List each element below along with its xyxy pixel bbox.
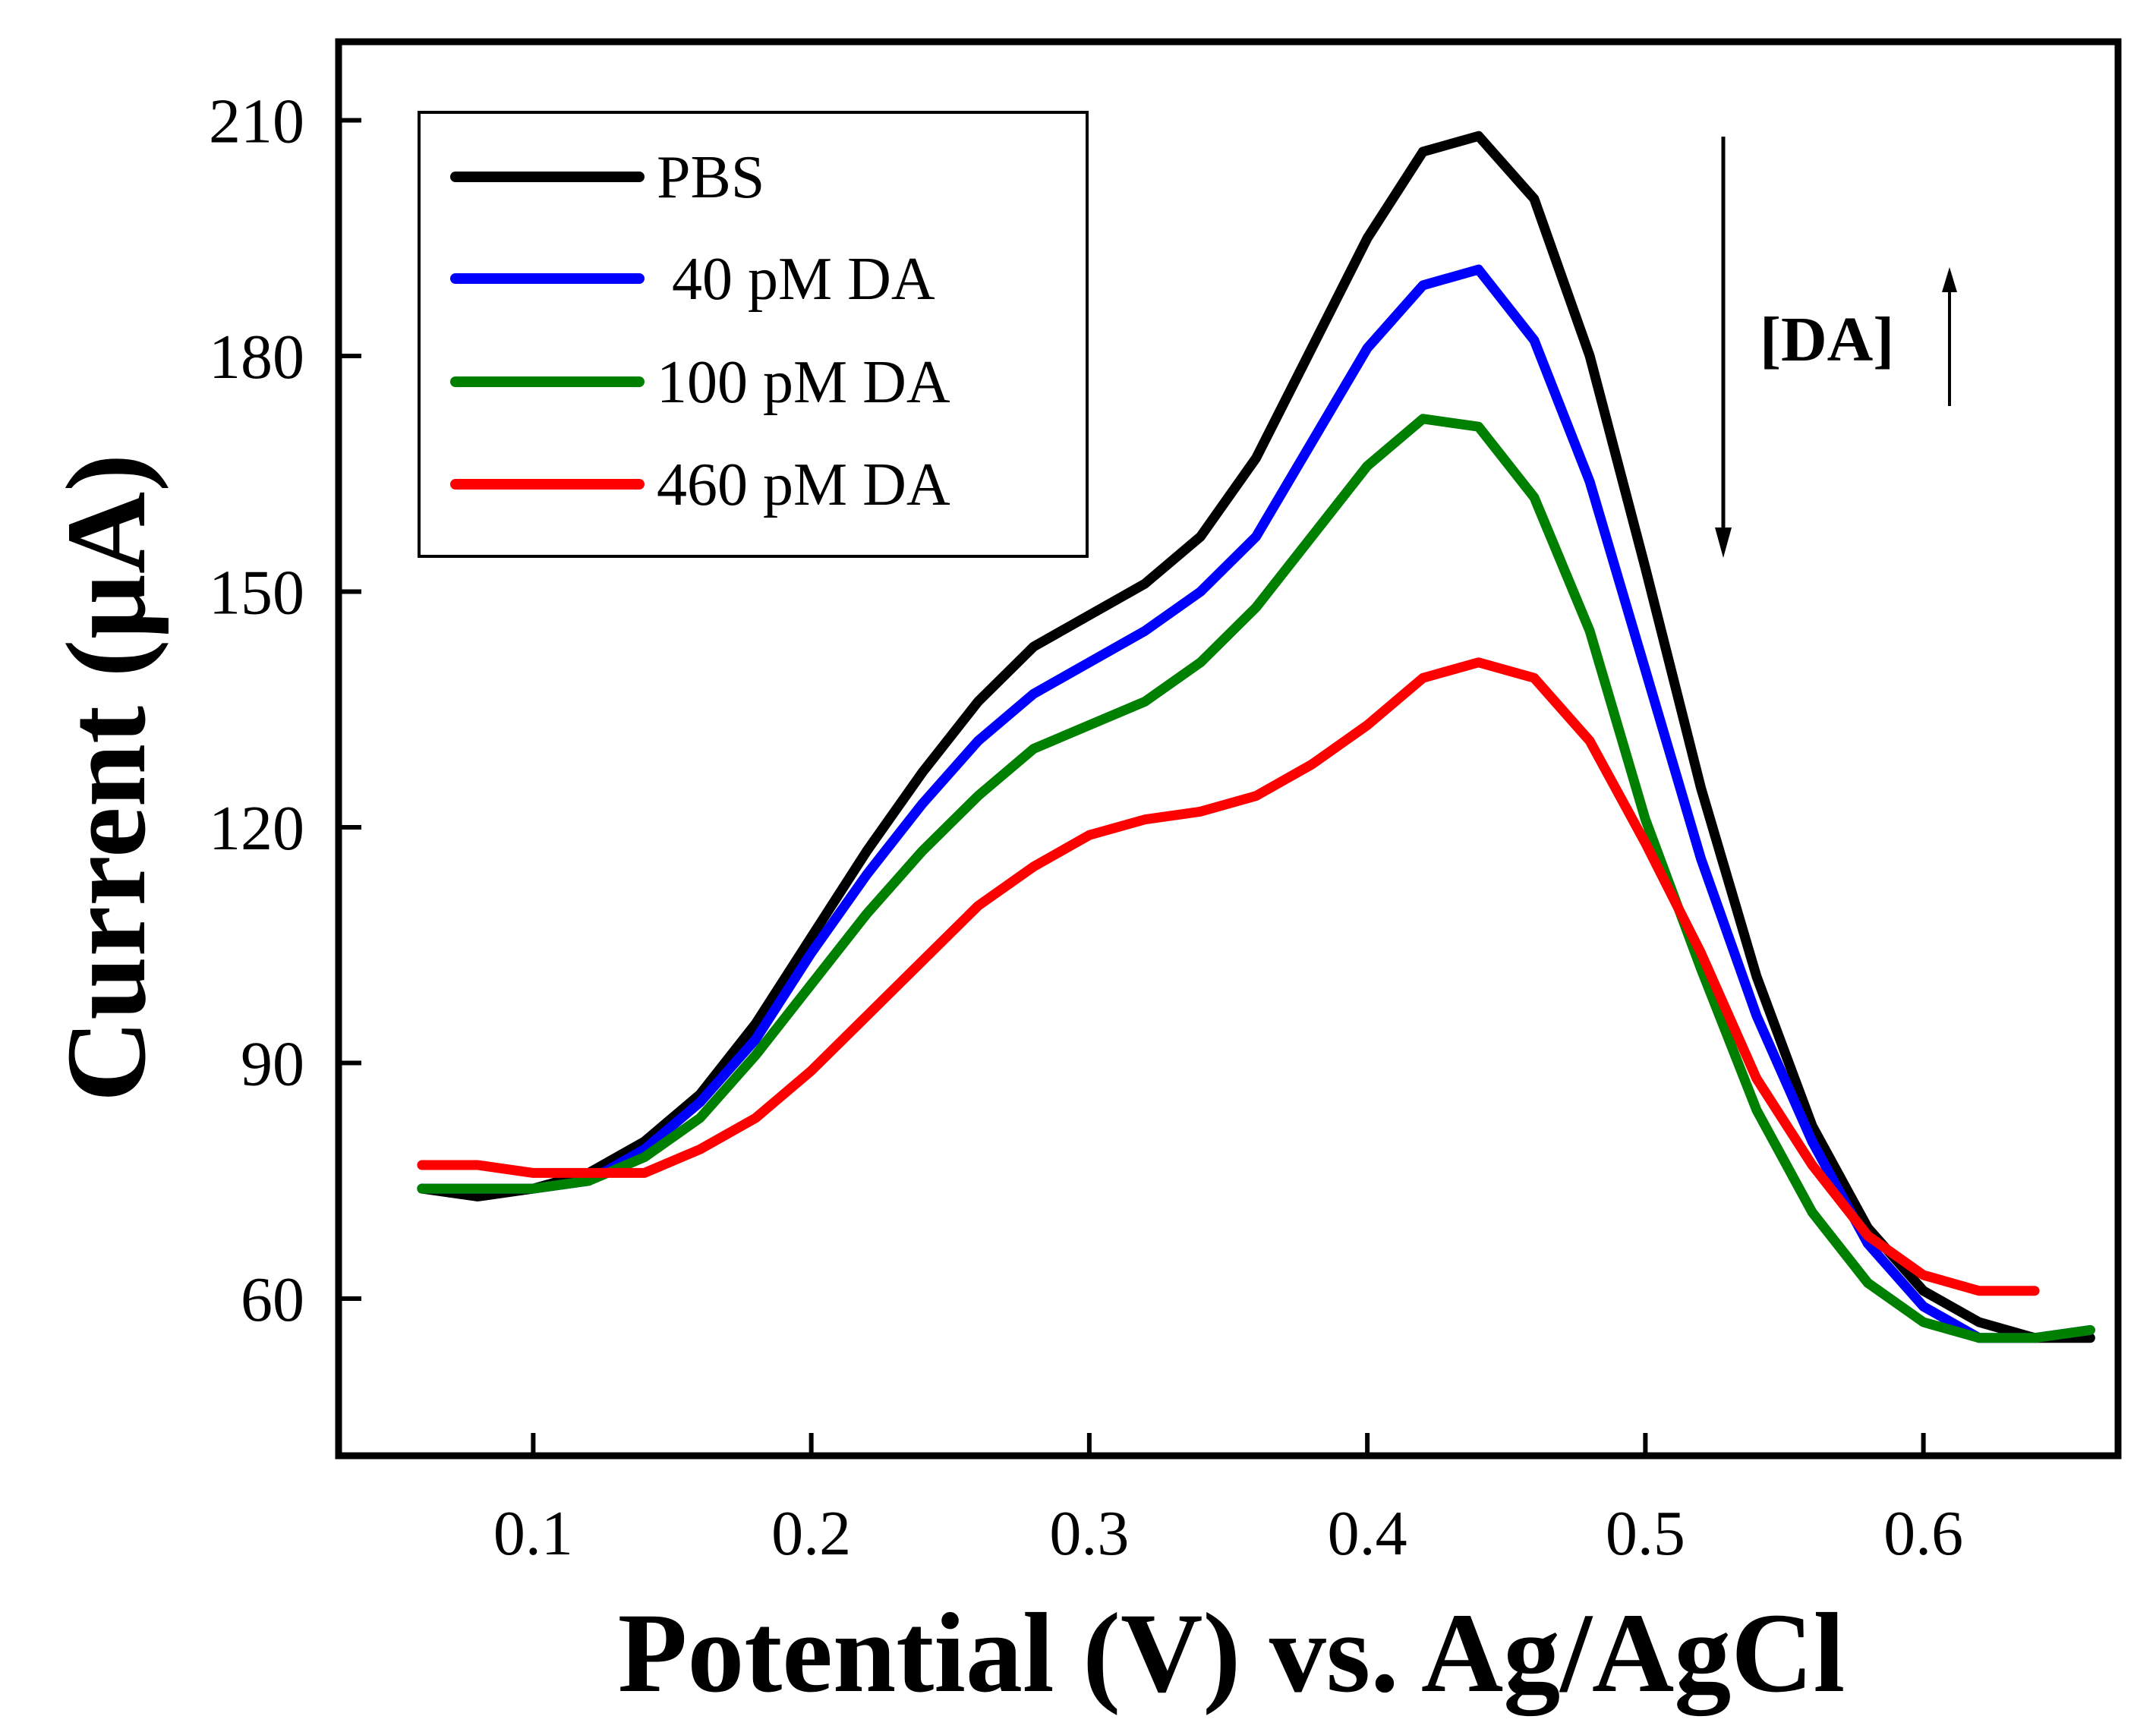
legend: PBS 40 pM DA 100 pM DA 460 pM DA	[418, 111, 1089, 558]
legend-label-1: 40 pM DA	[657, 246, 935, 313]
da-annotation: [DA]	[1715, 137, 1957, 558]
series-line-0	[417, 131, 2095, 1343]
legend-label-2: 100 pM DA	[657, 349, 950, 416]
legend-label-0: PBS	[657, 144, 764, 211]
series-line-1	[417, 264, 2095, 1343]
series-line-3	[417, 657, 2040, 1296]
x-tick-label: 0.1	[493, 1498, 573, 1569]
x-tick-label: 0.2	[771, 1498, 851, 1569]
x-tick-label: 0.4	[1328, 1498, 1407, 1569]
x-tick-label: 0.6	[1883, 1498, 1963, 1569]
y-tick-label: 60	[241, 1264, 304, 1335]
x-axis-title: Potential (V) vs. Ag/AgCl	[618, 1590, 1846, 1716]
y-tick-label: 120	[209, 793, 304, 864]
plot-frame	[335, 38, 2122, 1460]
x-tick-label: 0.3	[1049, 1498, 1129, 1569]
y-tick-label: 150	[209, 558, 304, 628]
y-tick-label: 210	[209, 87, 304, 157]
down-arrow-head	[1715, 527, 1732, 558]
x-tick-label: 0.5	[1606, 1498, 1685, 1569]
tick-layer: 0.1 0.2 0.3 0.4 0.5 0.6 60 90 120 150 180 210	[209, 87, 1963, 1570]
y-tick-label: 180	[209, 322, 304, 392]
series-line-2	[417, 414, 2095, 1343]
y-tick-label: 90	[241, 1029, 304, 1100]
da-annotation-text: [DA]	[1760, 304, 1894, 375]
legend-label-3: 460 pM DA	[657, 452, 950, 518]
up-arrow-head	[1942, 267, 1957, 292]
y-axis-title: Current (µA)	[43, 454, 169, 1102]
series-layer	[417, 131, 2095, 1343]
